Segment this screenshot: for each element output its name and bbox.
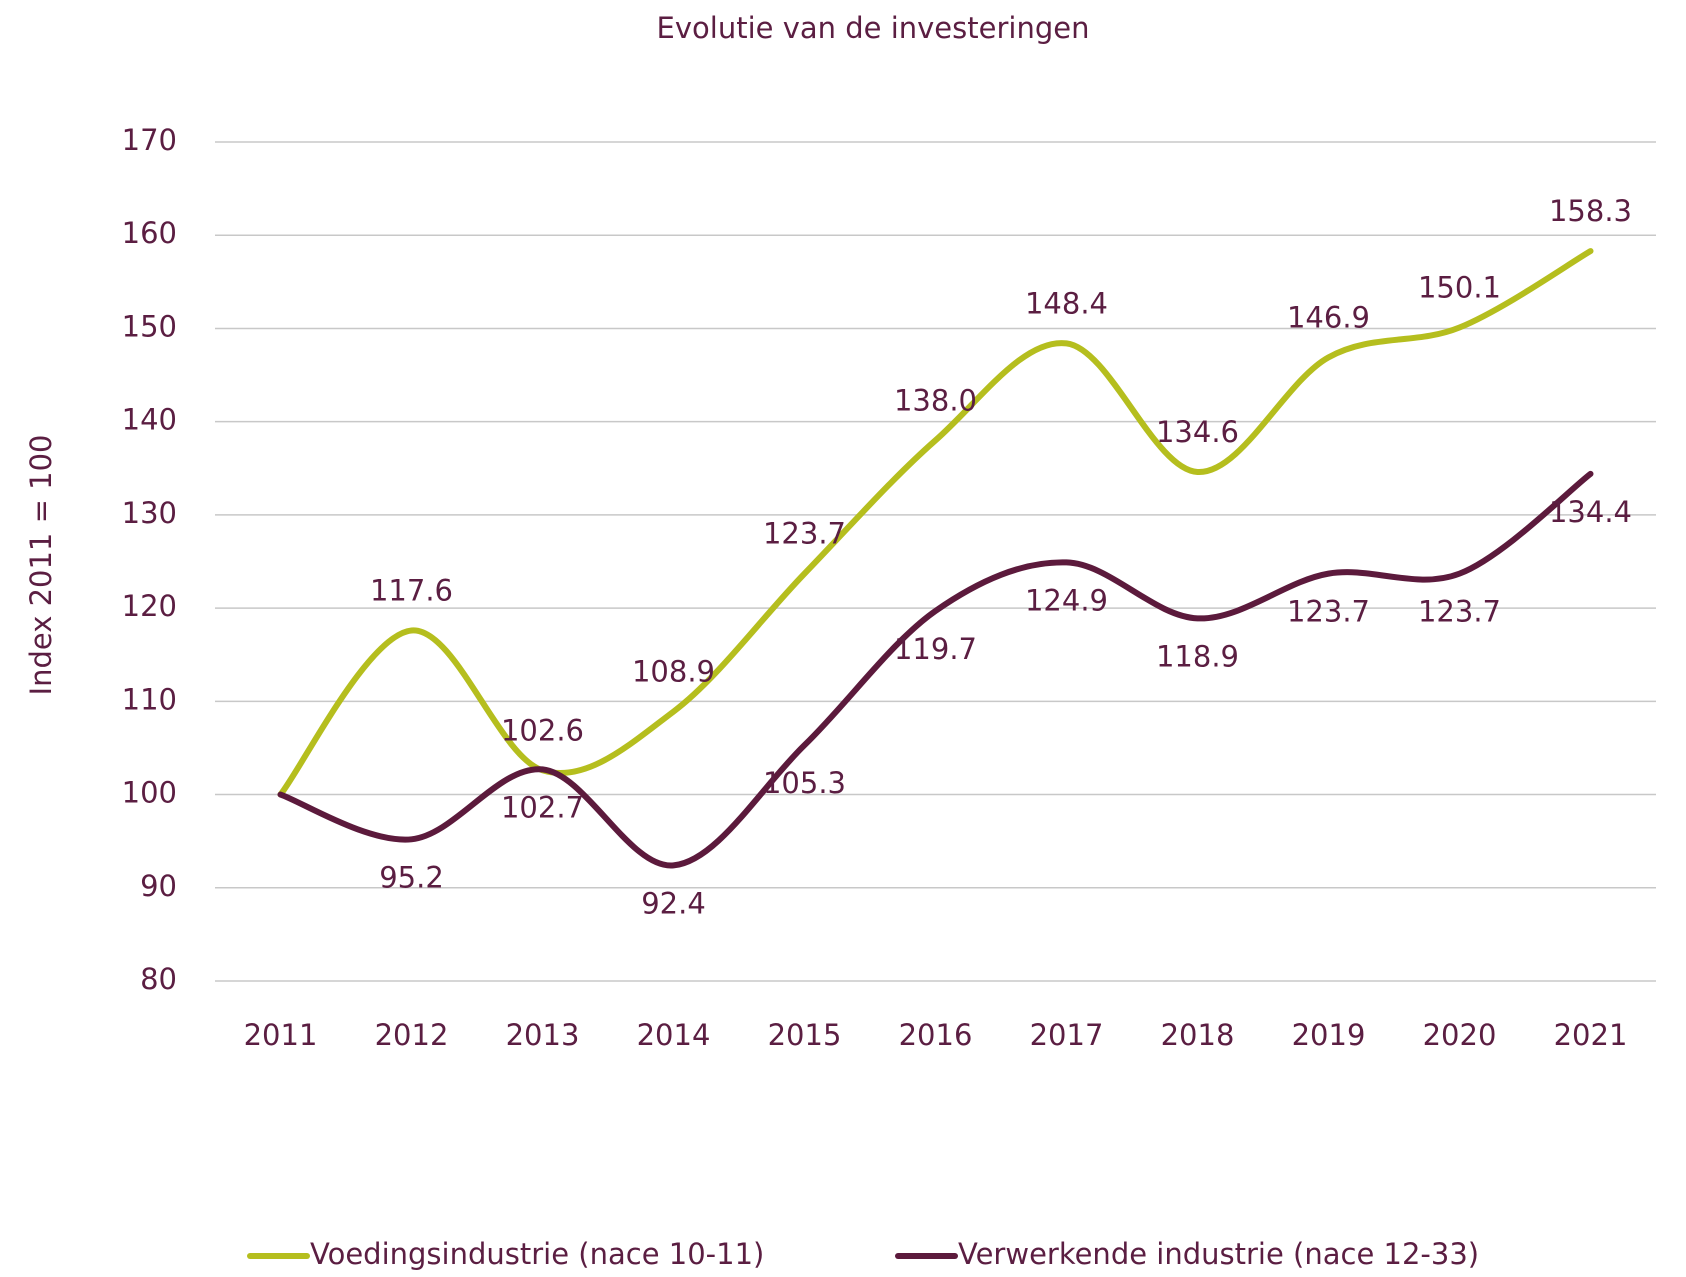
line-series: [277, 470, 1594, 869]
x-tick-label: 2020: [1423, 1018, 1497, 1052]
data-label: 105.3: [763, 766, 846, 800]
y-tick-label: 140: [122, 403, 177, 437]
data-label: 119.7: [894, 632, 977, 666]
data-label: 123.7: [1287, 595, 1370, 629]
data-label: 124.9: [1025, 583, 1108, 617]
y-tick-label: 80: [140, 962, 177, 996]
data-label: 108.9: [632, 655, 715, 689]
y-tick-label: 110: [122, 682, 177, 716]
x-tick-label: 2019: [1292, 1018, 1366, 1052]
line-series: [277, 248, 1594, 798]
data-label: 158.3: [1549, 194, 1632, 228]
y-tick-label: 160: [122, 216, 177, 250]
data-label: 102.7: [501, 790, 584, 824]
data-label: 150.1: [1418, 271, 1501, 305]
data-label: 123.7: [1418, 595, 1501, 629]
x-tick-label: 2018: [1161, 1018, 1235, 1052]
data-label: 102.6: [501, 713, 584, 747]
x-tick-label: 2013: [506, 1018, 580, 1052]
data-label: 138.0: [894, 383, 977, 417]
x-tick-label: 2014: [637, 1018, 711, 1052]
data-label: 134.4: [1549, 495, 1632, 529]
y-axis-label: Index 2011 = 100: [24, 435, 58, 696]
y-tick-label: 130: [122, 496, 177, 530]
x-tick-label: 2016: [899, 1018, 973, 1052]
y-tick-label: 170: [122, 123, 177, 157]
legend-label: Verwerkende industrie (nace 12-33): [958, 1237, 1479, 1271]
data-label: 92.4: [641, 886, 706, 920]
x-tick-label: 2011: [244, 1018, 318, 1052]
data-label: 118.9: [1156, 639, 1239, 673]
data-label: 95.2: [379, 860, 444, 894]
data-label: 134.6: [1156, 415, 1239, 449]
x-tick-label: 2015: [768, 1018, 842, 1052]
data-label: 146.9: [1287, 300, 1370, 334]
data-label: 123.7: [763, 517, 846, 551]
x-tick-label: 2012: [375, 1018, 449, 1052]
y-tick-label: 90: [140, 869, 177, 903]
y-tick-label: 120: [122, 589, 177, 623]
x-tick-label: 2017: [1030, 1018, 1104, 1052]
chart-title: Evolutie van de investeringen: [657, 11, 1090, 45]
legend-label: Voedingsindustrie (nace 10-11): [310, 1237, 764, 1271]
y-tick-label: 100: [122, 776, 177, 810]
data-label: 117.6: [370, 573, 453, 607]
data-label: 148.4: [1025, 286, 1108, 320]
y-tick-label: 150: [122, 309, 177, 343]
x-tick-label: 2021: [1554, 1018, 1628, 1052]
